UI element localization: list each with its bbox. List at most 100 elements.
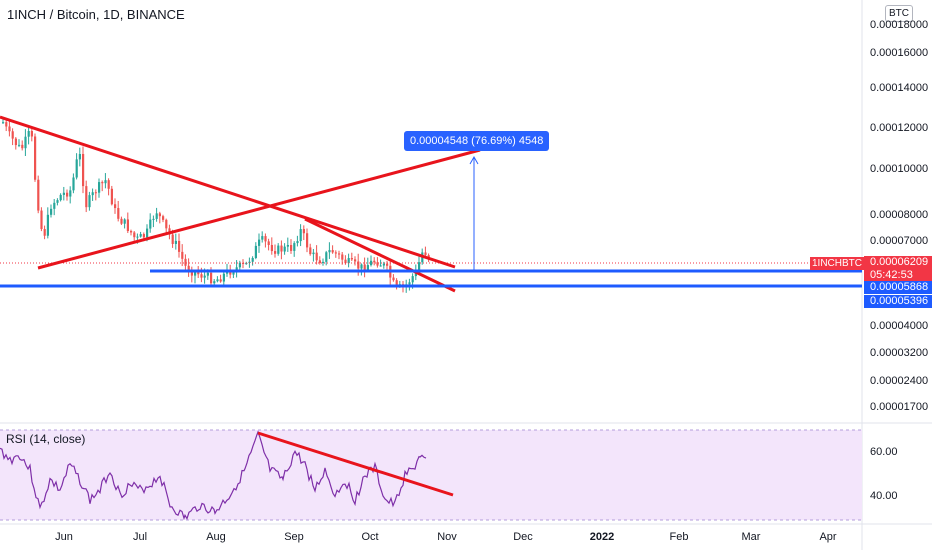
candle-body [418,262,421,270]
candle-body [91,192,94,196]
candle-body [286,245,289,247]
current-price: 0.00006209 [870,256,929,268]
candle-body [379,265,382,267]
price-label: 0.00002400 [870,375,929,387]
candle-body [293,243,296,251]
measure-label[interactable]: 0.00004548 (76.69%) 4548 [404,131,550,151]
candle-body [72,177,75,191]
candle-body [197,271,200,275]
candle-body [56,200,59,203]
candle-body [171,234,174,244]
price-label: 0.00004000 [870,320,929,332]
candle-body [350,258,353,260]
time-label: Jun [55,531,73,543]
candle-body [158,213,161,217]
candle-body [238,262,241,268]
candle-body [165,219,168,229]
candle-body [299,229,302,242]
candle-body [232,272,235,275]
time-label: Dec [513,531,533,543]
candle-body [75,159,78,178]
candle-body [107,180,110,189]
candle-body [43,229,46,236]
rsi-trendline [257,431,454,497]
candle-body [331,250,334,253]
candle-body [334,252,337,254]
level-upper-tag: 0.00005868 [864,281,932,294]
rsi-label: RSI (14, close) [6,432,86,446]
candle-body [328,250,331,253]
candle-body [363,264,366,272]
candle-body [142,234,145,238]
time-label: Feb [669,531,689,543]
candle-body [306,233,309,248]
candle-body [376,262,379,266]
price-label: 0.00007000 [870,235,929,247]
current-price-tag: 0.00006209 05:42:53 [864,256,932,282]
candle-body [258,239,261,246]
candle-body [37,179,40,211]
candle-body [149,219,152,229]
candle-body [270,244,273,252]
candle-body [117,208,120,219]
candle-body [24,136,27,149]
candle-body [206,272,209,276]
candle-body [347,258,350,264]
candle-body [94,192,97,194]
candle-body [62,192,65,195]
candle-body [187,265,190,273]
candle-body [69,190,72,197]
candle-body [325,252,328,262]
candle-body [280,245,283,252]
candle-body [5,122,8,127]
candle-body [210,272,213,284]
candle-body [248,261,251,263]
candle-body [254,245,257,259]
candle-body [277,245,280,254]
candle-body [130,231,133,233]
level-lower-tag: 0.00005396 [864,295,932,308]
chart-title: 1INCH / Bitcoin, 1D, BINANCE [7,7,185,22]
candle-body [146,228,149,238]
candle-body [8,126,11,132]
candle-body [30,131,33,137]
candle-body [14,138,17,146]
candle-body [181,251,184,259]
candle-body [357,261,360,269]
candle-body [360,264,363,269]
candle-body [312,252,315,255]
candle-body [104,180,107,184]
candle-body [216,279,219,282]
candle-body [46,214,49,236]
candle-body [341,254,344,260]
candle-body [338,253,341,255]
candle-body [382,263,385,266]
candle-body [322,261,325,264]
candle-body [411,276,414,283]
drawings [0,115,862,293]
currency-button[interactable]: BTC [885,5,913,22]
candle-body [296,241,299,244]
candle-body [18,144,21,146]
candle-body [203,275,206,278]
candle-body [424,252,427,256]
candle-body [133,232,136,238]
price-label: 0.00001700 [870,401,929,413]
price-label: 0.00003200 [870,347,929,359]
candle-body [88,195,91,208]
candle-body [152,218,155,220]
candle-body [219,279,222,282]
candle-body [66,192,69,197]
candle-body [53,202,56,209]
candle-body [370,260,373,266]
candle-body [251,258,254,262]
candle-body [392,277,395,281]
time-label: Sep [284,531,304,543]
rsi-group [0,430,454,521]
candle-body [78,153,81,160]
price-label: 0.00012000 [870,122,929,134]
candle-body [315,252,318,261]
price-label: 0.00018000 [870,19,929,31]
